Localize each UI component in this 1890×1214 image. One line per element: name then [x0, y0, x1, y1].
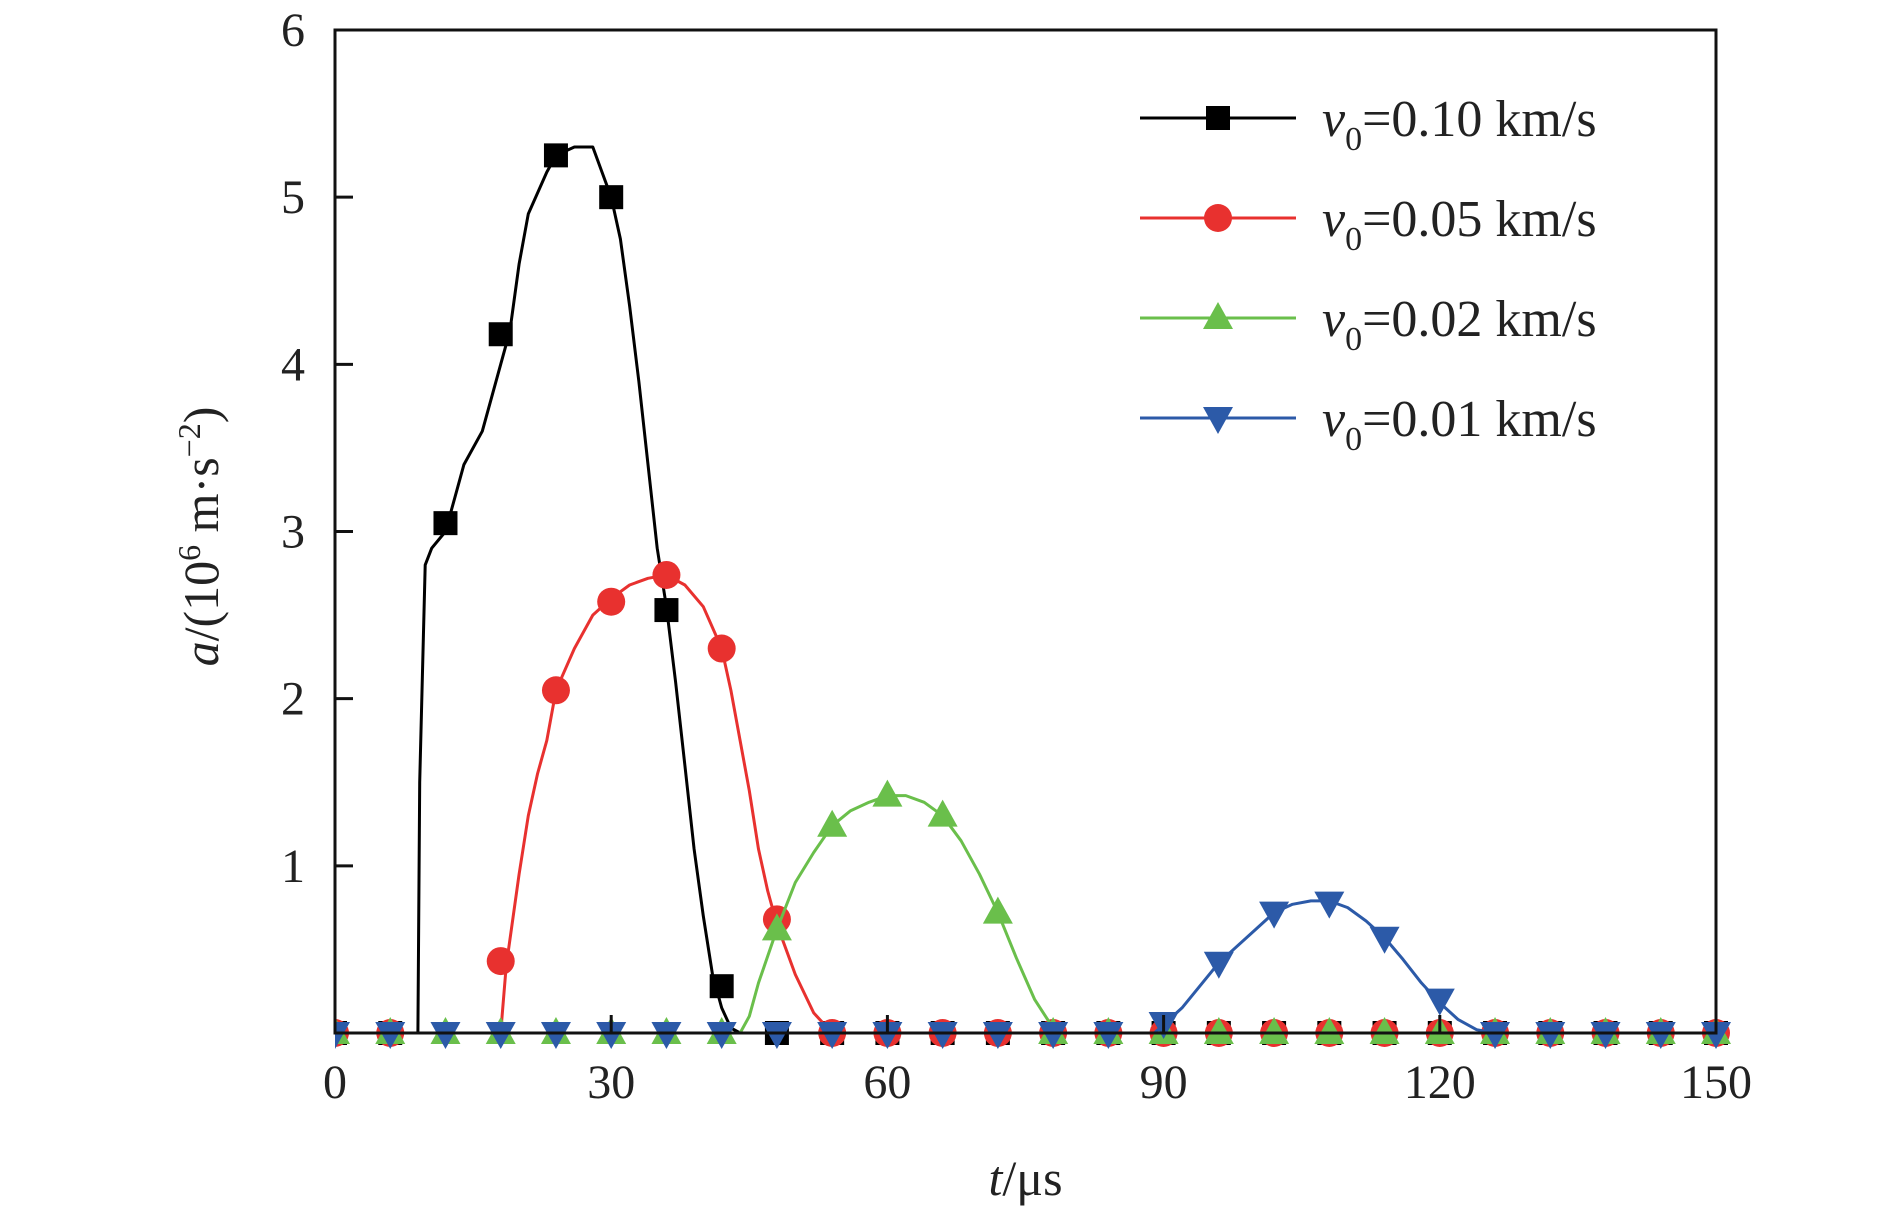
- data-point-4-9: [761, 1022, 792, 1049]
- data-point-4-18: [1259, 901, 1290, 929]
- legend: v0=0.10 km/s v0=0.05 km/s v0=0.02 km/s v0=0…: [1140, 91, 1597, 458]
- data-point-4-23: [1535, 1022, 1566, 1049]
- legend-swatch-marker: [1203, 302, 1233, 329]
- x-tick-label: 30: [587, 1056, 635, 1109]
- data-point-4-4: [485, 1022, 516, 1049]
- data-point-1-8: [709, 974, 734, 999]
- data-point-3-18: [1259, 1017, 1290, 1044]
- x-axis-label: t/μs: [988, 1150, 1062, 1206]
- legend-item-4: v0=0.01 km/s: [1140, 391, 1597, 458]
- data-point-4-1: [335, 1022, 350, 1049]
- data-point-2-5: [597, 587, 626, 616]
- legend-label: v0=0.10 km/s: [1322, 91, 1597, 158]
- data-point-4-26: [1701, 1022, 1731, 1049]
- data-point-3-10: [817, 809, 848, 837]
- data-point-4-6: [596, 1022, 627, 1049]
- series-3: [335, 779, 1731, 1044]
- series-4: [335, 891, 1731, 1049]
- series-line-3: [335, 794, 1064, 1035]
- data-point-1-7: [654, 598, 679, 623]
- data-point-3-17: [1203, 1017, 1234, 1044]
- x-tick-label: 150: [1680, 1056, 1752, 1109]
- data-point-4-5: [540, 1022, 571, 1049]
- data-point-4-13: [982, 1022, 1013, 1049]
- data-point-2-6: [652, 560, 681, 589]
- x-tick-label: 0: [323, 1056, 347, 1109]
- legend-item-2: v0=0.05 km/s: [1140, 191, 1597, 258]
- data-point-3-12: [927, 799, 958, 827]
- data-point-3-19: [1314, 1017, 1345, 1044]
- data-point-4-3: [430, 1022, 461, 1049]
- data-point-3-9: [761, 913, 792, 941]
- data-point-4-25: [1645, 1022, 1676, 1049]
- data-point-4-15: [1093, 1022, 1124, 1049]
- y-axis-label: a/(106 m·s−2): [171, 407, 229, 667]
- y-tick-label: 4: [281, 338, 305, 391]
- data-point-4-11: [872, 1022, 903, 1049]
- data-point-3-20: [1369, 1017, 1400, 1044]
- data-point-4-19: [1314, 891, 1345, 919]
- data-point-4-21: [1424, 988, 1455, 1016]
- axes: 0 30 60 90 120 150 1 2 3 4 5 6 t/μs a/(106 m·s−2): [171, 4, 1752, 1206]
- data-point-2-3: [486, 947, 515, 976]
- series-line-2: [335, 573, 834, 1035]
- x-tick-label: 120: [1404, 1056, 1476, 1109]
- y-tick-label: 6: [281, 4, 305, 57]
- legend-label: v0=0.01 km/s: [1322, 391, 1597, 458]
- x-tick-label: 60: [863, 1056, 911, 1109]
- legend-swatch-marker: [1206, 106, 1230, 130]
- data-point-4-24: [1590, 1022, 1621, 1049]
- legend-swatch-marker: [1204, 204, 1232, 232]
- data-point-2-4: [541, 676, 570, 705]
- data-point-4-2: [375, 1022, 406, 1049]
- data-point-4-14: [1038, 1022, 1069, 1049]
- data-point-3-13: [982, 896, 1013, 924]
- y-tick-label: 1: [281, 840, 305, 893]
- data-point-4-22: [1480, 1022, 1511, 1049]
- data-point-1-4: [488, 322, 513, 347]
- data-point-1-6: [599, 185, 624, 210]
- data-point-2-7: [707, 634, 736, 663]
- data-point-4-10: [817, 1022, 848, 1049]
- y-tick-label: 2: [281, 673, 305, 726]
- data-point-3-11: [872, 779, 903, 807]
- legend-swatch-marker: [1203, 407, 1233, 434]
- series-line-1: [335, 145, 741, 1035]
- data-point-1-3: [433, 511, 458, 536]
- legend-item-3: v0=0.02 km/s: [1140, 291, 1597, 358]
- data-point-1-5: [543, 143, 568, 168]
- legend-item-1: v0=0.10 km/s: [1140, 91, 1597, 158]
- data-point-4-20: [1369, 926, 1400, 954]
- x-tick-label: 90: [1140, 1056, 1188, 1109]
- plot-area: [335, 143, 1731, 1049]
- series-1: [335, 143, 1728, 1045]
- series-2: [335, 560, 1730, 1047]
- y-tick-label: 3: [281, 506, 305, 559]
- legend-label: v0=0.02 km/s: [1322, 291, 1597, 358]
- data-point-4-8: [706, 1022, 737, 1049]
- data-point-4-17: [1203, 951, 1234, 979]
- legend-label: v0=0.05 km/s: [1322, 191, 1597, 258]
- data-point-4-12: [927, 1022, 958, 1049]
- y-tick-label: 5: [281, 171, 305, 224]
- data-point-4-7: [651, 1022, 682, 1049]
